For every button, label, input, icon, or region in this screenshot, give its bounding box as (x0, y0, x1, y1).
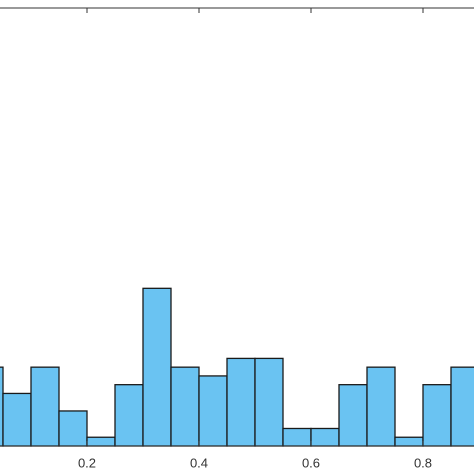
bar (170, 366, 200, 447)
bar (198, 375, 228, 447)
x-tick-label: 0.2 (78, 455, 96, 470)
bar (338, 384, 368, 447)
x-tick-label: 0.6 (302, 455, 320, 470)
bar (366, 366, 396, 447)
x-tick-label: 0.4 (190, 455, 208, 470)
bar (394, 436, 424, 447)
bar (254, 357, 284, 447)
x-tick-label: 0.8 (414, 455, 432, 470)
bar (450, 366, 474, 447)
bar (2, 392, 32, 447)
bar (142, 287, 172, 447)
bar (114, 384, 144, 447)
bar (282, 427, 312, 447)
bar (226, 357, 256, 447)
bar (310, 427, 340, 447)
bar (86, 436, 116, 447)
bar (58, 410, 88, 447)
bar (30, 366, 60, 447)
bar (422, 384, 452, 447)
